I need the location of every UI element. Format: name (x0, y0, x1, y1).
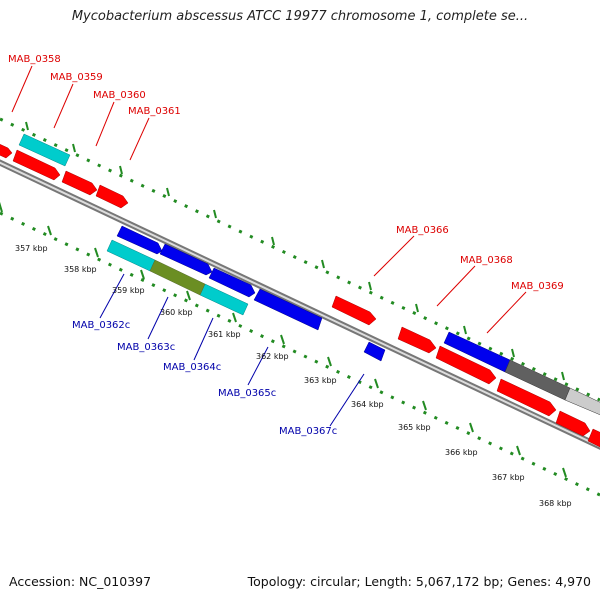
gene-MAB_0366[interactable] (331, 295, 377, 326)
rna-genes[interactable] (18, 133, 249, 316)
gene-MAB_0362c[interactable] (116, 225, 163, 255)
tick-label-358: 358 kbp (64, 265, 97, 274)
reverse-gene-labels: MAB_0362c MAB_0363c MAB_0364c MAB_0365c … (72, 320, 337, 437)
label-MAB_0369: MAB_0369 (511, 281, 564, 292)
reverse-genes[interactable] (116, 225, 511, 373)
label-MAB_0363c: MAB_0363c (117, 342, 175, 353)
tick-label-365: 365 kbp (398, 423, 431, 432)
label-MAB_0360: MAB_0360 (93, 90, 146, 101)
label-MAB_0359: MAB_0359 (50, 72, 103, 83)
gene-rna-1[interactable] (18, 133, 71, 167)
outer-tick-track (0, 117, 600, 402)
tick-label-367: 367 kbp (492, 473, 525, 482)
label-MAB_0368: MAB_0368 (460, 255, 513, 266)
gene-MAB_0367c[interactable] (363, 341, 386, 362)
gene-MAB_0369-d[interactable] (587, 428, 600, 452)
tick-label-360: 360 kbp (160, 308, 193, 317)
forward-gene-labels: MAB_0358 MAB_0359 MAB_0360 MAB_0361 MAB_… (8, 54, 564, 292)
reverse-label-leaders (99, 273, 365, 427)
gene-MAB_0369-a[interactable] (435, 345, 497, 385)
gene-MAB_0365c[interactable] (253, 288, 323, 331)
forward-genes[interactable] (0, 142, 600, 452)
tick-label-364: 364 kbp (351, 400, 384, 409)
tick-label-362: 362 kbp (256, 352, 289, 361)
forward-label-leaders (11, 65, 527, 334)
pseudo-genes[interactable] (149, 259, 206, 296)
tick-label-368: 368 kbp (539, 499, 572, 508)
gene-MAB_0364c[interactable] (208, 267, 256, 298)
label-MAB_0366: MAB_0366 (396, 225, 449, 236)
other-genes[interactable] (504, 359, 600, 419)
gene-MAB_0369-b[interactable] (496, 378, 557, 417)
gene-MAB_0369-c[interactable] (555, 410, 591, 437)
inner-tick-track (0, 211, 600, 497)
tick-label-366: 366 kbp (445, 448, 478, 457)
gene-MAB_0359[interactable] (12, 149, 61, 181)
label-MAB_0358: MAB_0358 (8, 54, 61, 65)
tick-label-357: 357 kbp (15, 244, 48, 253)
major-ticks (0, 121, 567, 478)
gene-MAB_0368[interactable] (397, 326, 437, 354)
gene-pseudo-1[interactable] (149, 259, 206, 296)
tick-label-361: 361 kbp (208, 330, 241, 339)
label-MAB_0362c: MAB_0362c (72, 320, 130, 331)
tick-label-359: 359 kbp (112, 286, 145, 295)
label-MAB_0361: MAB_0361 (128, 106, 181, 117)
tick-label-363: 363 kbp (304, 376, 337, 385)
label-MAB_0367c: MAB_0367c (279, 426, 337, 437)
scale-labels: 357 kbp 358 kbp 359 kbp 360 kbp 361 kbp … (15, 244, 572, 508)
label-MAB_0364c: MAB_0364c (163, 362, 221, 373)
label-MAB_0365c: MAB_0365c (218, 388, 276, 399)
map-title: Mycobacterium abscessus ATCC 19977 chrom… (71, 9, 529, 24)
gene-light[interactable] (564, 387, 600, 419)
chromosome-backbone (0, 159, 600, 450)
gene-MAB_0361[interactable] (95, 184, 129, 209)
accession-text: Accession: NC_010397 (9, 574, 152, 589)
gene-MAB_0358[interactable] (0, 142, 13, 159)
gene-MAB_0363c[interactable] (159, 243, 213, 276)
gene-MAB_0360[interactable] (61, 170, 98, 196)
genome-summary-text: Topology: circular; Length: 5,067,172 bp… (247, 574, 591, 589)
